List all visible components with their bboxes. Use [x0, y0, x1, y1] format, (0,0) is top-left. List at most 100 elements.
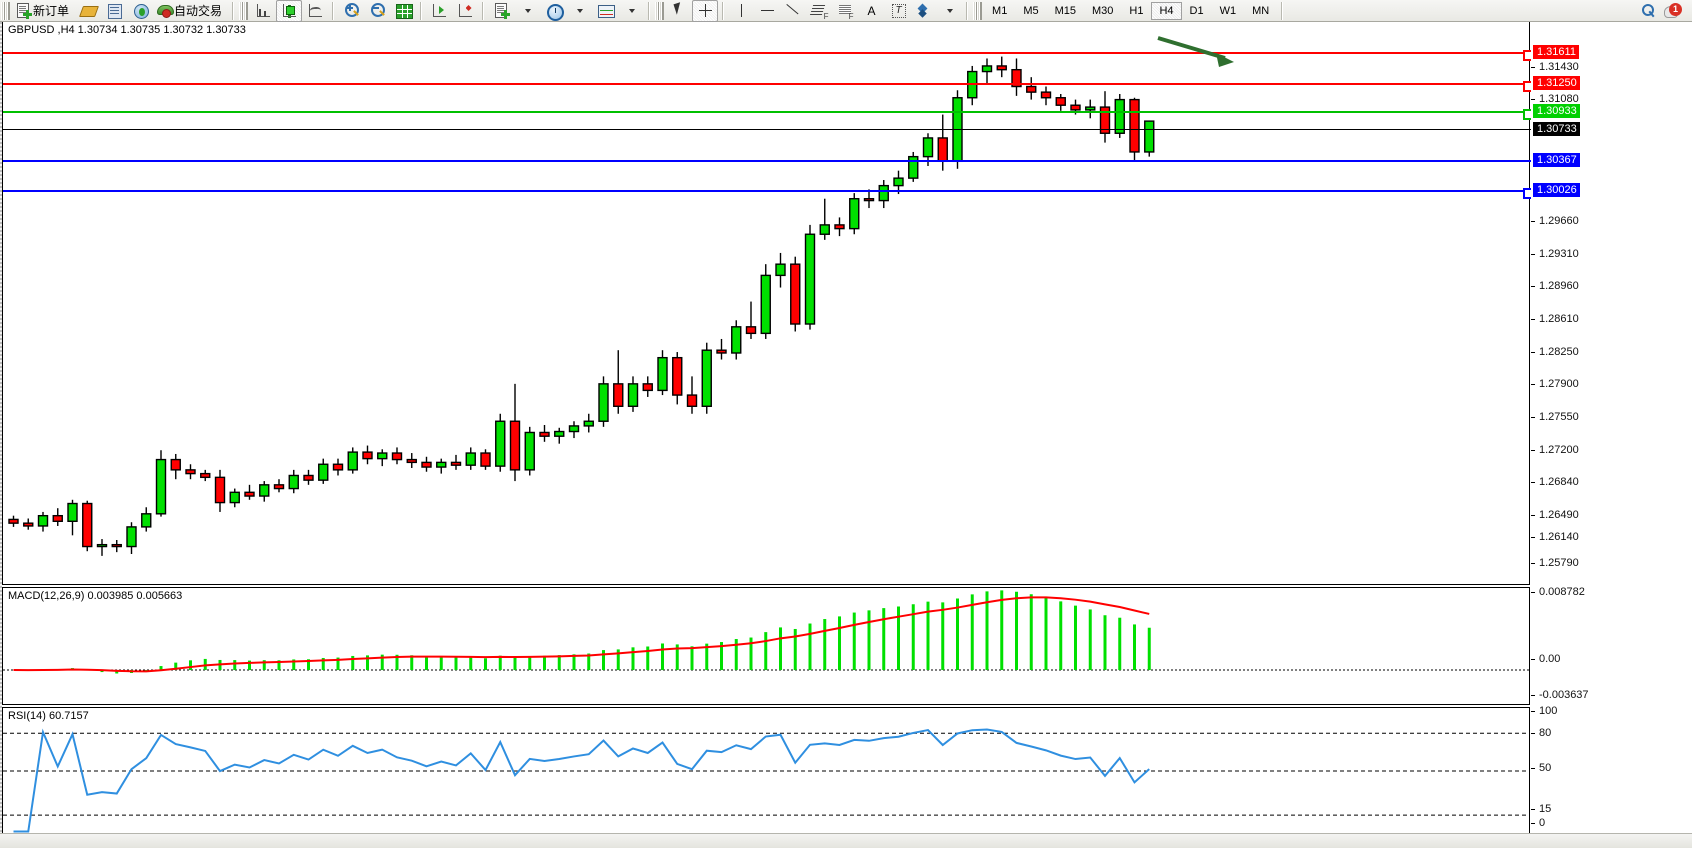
gold-folder-icon	[78, 2, 99, 19]
fibonacci-fan-icon: F	[837, 2, 854, 21]
axis-tick-label: 100	[1531, 705, 1557, 717]
macd-plot	[3, 590, 1529, 674]
price-level-label[interactable]: 1.30933	[1533, 104, 1580, 118]
timeframe-mn[interactable]: MN	[1252, 4, 1270, 17]
axis-tick-label: 0.00	[1531, 653, 1560, 665]
templates-button[interactable]	[592, 0, 618, 22]
bar-chart-button[interactable]	[250, 0, 276, 22]
price-axis[interactable]: 1.31430 1.31080 1.29660 1.29310 1.28960 1.286…	[1531, 22, 1692, 835]
price-level-label[interactable]: 1.30367	[1533, 153, 1580, 167]
macd-pane[interactable]: MACD(12,26,9) 0.003985 0.005663	[2, 587, 1530, 705]
grid-table-icon	[395, 2, 413, 19]
chart-title: GBPUSD ,H4 1.30734 1.30735 1.30732 1.307…	[8, 24, 246, 36]
axis-tick-label: 50	[1531, 762, 1551, 774]
price-pane[interactable]: GBPUSD ,H4 1.30734 1.30735 1.30732 1.307…	[2, 22, 1534, 585]
fibonacci-tool-button[interactable]	[806, 0, 832, 22]
indicators-dropdown[interactable]	[514, 0, 540, 22]
chevron-down-icon-2	[577, 8, 584, 13]
search-icon	[1639, 3, 1655, 19]
bell-icon: 1	[1664, 2, 1682, 19]
axis-tick-label: 1.31080	[1531, 93, 1579, 105]
auto-trading-button[interactable]: 自动交易	[153, 0, 228, 22]
chevron-down-icon	[525, 8, 532, 13]
rsi-pane[interactable]: RSI(14) 60.7157	[2, 707, 1530, 835]
auto-scroll-button[interactable]	[426, 0, 452, 22]
axis-tick-label: 1.28250	[1531, 346, 1579, 358]
toolbar-separator-4	[482, 1, 485, 20]
shapes-tool-button[interactable]	[910, 0, 936, 22]
new-order-icon	[15, 2, 32, 19]
toolbar-grip-4[interactable]	[973, 1, 983, 20]
axis-tick-label: 1.29660	[1531, 215, 1579, 227]
axis-tick-label: 1.26490	[1531, 509, 1579, 521]
timeframe-m30[interactable]: M30	[1092, 4, 1114, 17]
zoom-in-button[interactable]	[338, 0, 364, 22]
line-chart-button[interactable]	[302, 0, 328, 22]
indicators-button[interactable]	[488, 0, 514, 22]
zoom-out-button[interactable]	[364, 0, 390, 22]
price-level-line[interactable]	[3, 188, 1534, 199]
axis-tick-label: 1.28610	[1531, 313, 1579, 325]
vertical-line-tool-button[interactable]	[728, 0, 754, 22]
timeframe-d1[interactable]: D1	[1189, 4, 1204, 17]
timeframe-m1[interactable]: M1	[992, 4, 1008, 17]
timeframe-m15[interactable]: M15	[1054, 4, 1076, 17]
chart-area[interactable]: GBPUSD ,H4 1.30734 1.30735 1.30732 1.307…	[0, 22, 1692, 856]
toolbar-separator-3	[420, 1, 423, 20]
chart-shift-button[interactable]	[452, 0, 478, 22]
timeframe-h4[interactable]: H4	[1151, 1, 1182, 20]
cursor-tool-button[interactable]	[666, 0, 692, 22]
price-level-label[interactable]: 1.31250	[1533, 76, 1580, 90]
price-level-line[interactable]	[3, 81, 1534, 92]
terminal-button[interactable]	[101, 0, 127, 22]
text-label-tool-button[interactable]	[884, 0, 910, 22]
price-level-label[interactable]: 1.30026	[1533, 183, 1580, 197]
rsi-plot	[3, 728, 1529, 833]
price-level-label[interactable]: 1.30733	[1533, 122, 1580, 136]
text-label-icon	[889, 2, 906, 19]
templates-dropdown[interactable]	[618, 0, 644, 22]
crosshair-icon	[697, 2, 714, 19]
data-window-button[interactable]	[390, 0, 416, 22]
axis-tick-label: 15	[1531, 803, 1551, 815]
metaeditor-button[interactable]	[75, 0, 101, 22]
fibonacci-fan-tool-button[interactable]: F	[832, 0, 858, 22]
trendline-tool-button[interactable]	[780, 0, 806, 22]
notifications-button[interactable]: 1	[1660, 0, 1686, 22]
price-level-line[interactable]	[3, 129, 1531, 130]
crosshair-tool-button[interactable]	[692, 0, 719, 22]
line-chart-icon	[307, 2, 324, 19]
timeframe-m5[interactable]: M5	[1023, 4, 1039, 17]
price-level-line[interactable]	[3, 109, 1534, 120]
axis-tick-label: 1.27550	[1531, 411, 1579, 423]
period-button[interactable]	[540, 0, 566, 22]
new-order-button[interactable]: 新订单	[12, 0, 75, 22]
toolbar-grip-3[interactable]	[655, 1, 665, 20]
price-level-line[interactable]	[3, 50, 1534, 61]
price-level-label[interactable]: 1.31611	[1533, 45, 1579, 59]
text-tool-button[interactable]: A	[858, 0, 884, 22]
candlestick-plot	[8, 56, 1155, 556]
cursor-icon	[671, 2, 688, 19]
zoom-in-icon	[343, 2, 360, 19]
toolbar-separator-6	[722, 1, 725, 20]
auto-scroll-icon	[431, 2, 448, 19]
toolbar-grip[interactable]	[1, 1, 10, 20]
shapes-dropdown[interactable]	[936, 0, 962, 22]
market-watch-button[interactable]	[127, 0, 153, 22]
main-toolbar: 新订单 自动交易	[0, 0, 1692, 22]
fibonacci-icon	[811, 2, 829, 21]
horizontal-line-tool-button[interactable]	[754, 0, 780, 22]
axis-tick-label: 0.008782	[1531, 586, 1585, 598]
candlestick-chart-button[interactable]	[276, 0, 303, 22]
timeframe-w1[interactable]: W1	[1219, 4, 1237, 17]
price-level-line[interactable]	[3, 160, 1531, 162]
expert-advisor-icon	[156, 2, 175, 19]
axis-tick-label: 1.27200	[1531, 444, 1579, 456]
search-button[interactable]	[1634, 0, 1660, 22]
timeframe-h1[interactable]: H1	[1129, 4, 1144, 17]
toolbar-grip-2[interactable]	[239, 1, 249, 20]
toolbar-separator	[232, 1, 235, 20]
chart-left-scroll-strip[interactable]	[0, 22, 2, 835]
period-dropdown[interactable]	[566, 0, 592, 22]
